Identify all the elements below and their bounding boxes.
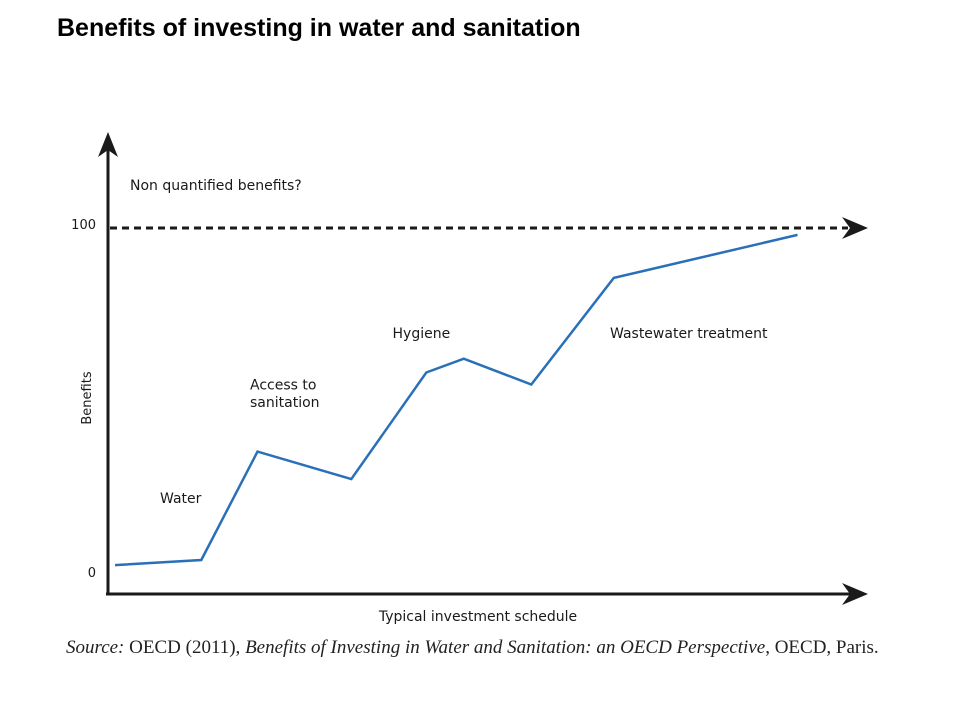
- source-note: Source: OECD (2011), Benefits of Investi…: [66, 636, 896, 659]
- source-prefix: Source:: [66, 637, 125, 658]
- y-tick-label-100: 100: [71, 218, 96, 233]
- x-axis: [106, 583, 868, 605]
- y-tick-label-0: 0: [88, 566, 96, 581]
- source-title: Benefits of Investing in Water and Sanit…: [245, 637, 766, 658]
- y-axis-label: Benefits: [80, 371, 95, 424]
- annotation-label: sanitation: [250, 395, 320, 411]
- annotation-label: Hygiene: [393, 326, 451, 342]
- reference-line-arrowhead: [842, 217, 868, 239]
- annotation-label: Access to: [250, 378, 316, 394]
- y-axis-arrowhead: [98, 132, 118, 157]
- reference-line-label: Non quantified benefits?: [130, 178, 302, 194]
- source-middle: OECD (2011),: [124, 637, 246, 658]
- page-title: Benefits of investing in water and sanit…: [57, 14, 581, 42]
- annotation-label: Water: [160, 491, 202, 507]
- y-axis: [98, 132, 118, 594]
- annotation-label: Wastewater treatment: [610, 326, 768, 342]
- source-suffix: , OECD, Paris.: [765, 637, 879, 658]
- x-axis-arrowhead: [842, 583, 868, 605]
- x-axis-label: Typical investment schedule: [378, 609, 577, 625]
- series-line: [114, 233, 798, 567]
